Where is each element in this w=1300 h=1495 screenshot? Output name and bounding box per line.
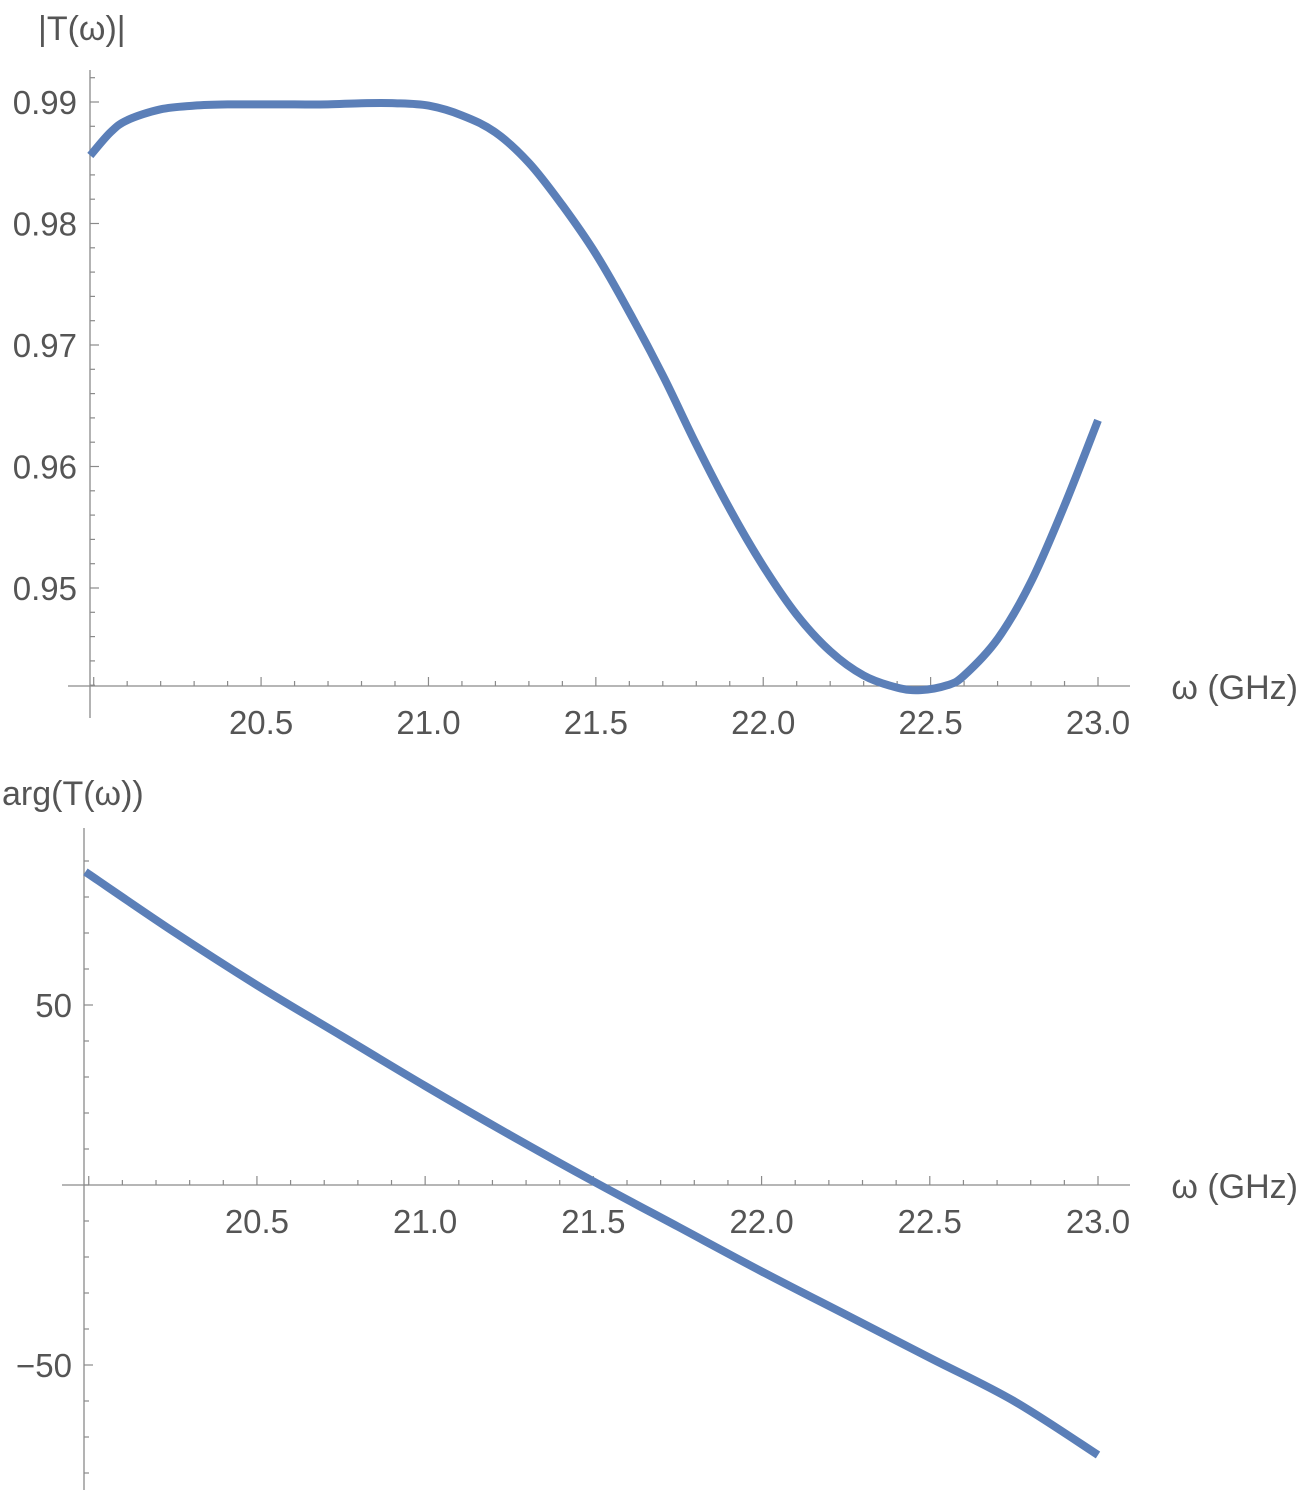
x-tick-label: 20.5 (229, 704, 293, 741)
x-tick-label: 22.5 (898, 704, 962, 741)
y-tick-label: −50 (16, 1347, 72, 1384)
y-axis-label: arg(T(ω)) (2, 775, 144, 813)
x-tick-label: 21.5 (561, 1203, 625, 1240)
chart-magnitude: 20.5 21.0 21.5 22.0 22.5 23.0 0.95 0.96 0.97 0.98… (13, 10, 1298, 741)
x-axis-label: ω (GHz) (1171, 669, 1298, 707)
y-axis-label: |T(ω)| (38, 10, 126, 48)
x-tick-label: 21.0 (393, 1203, 457, 1240)
y-tick-label: 0.95 (13, 570, 77, 607)
x-tick-label: 22.5 (898, 1203, 962, 1240)
x-axis-label: ω (GHz) (1171, 1168, 1298, 1206)
series-line (87, 98, 1102, 695)
y-tick-label: 0.99 (13, 84, 77, 121)
x-tick-label: 22.0 (731, 704, 795, 741)
x-tick-label: 23.0 (1066, 704, 1130, 741)
y-tick-label: 0.98 (13, 206, 77, 243)
y-tick-label: 0.96 (13, 449, 77, 486)
y-tick-label: 0.97 (13, 327, 77, 364)
x-tick-label: 23.0 (1066, 1203, 1130, 1240)
y-tick-label: 50 (35, 987, 72, 1024)
x-tick-label: 22.0 (729, 1203, 793, 1240)
x-tick-label: 21.0 (396, 704, 460, 741)
x-tick-label: 21.5 (564, 704, 628, 741)
x-tick-label: 20.5 (225, 1203, 289, 1240)
chart-phase: 20.5 21.0 21.5 22.0 22.5 23.0 −50 50 arg(T(ω)) ω … (2, 775, 1298, 1490)
series-line (83, 868, 1101, 1459)
